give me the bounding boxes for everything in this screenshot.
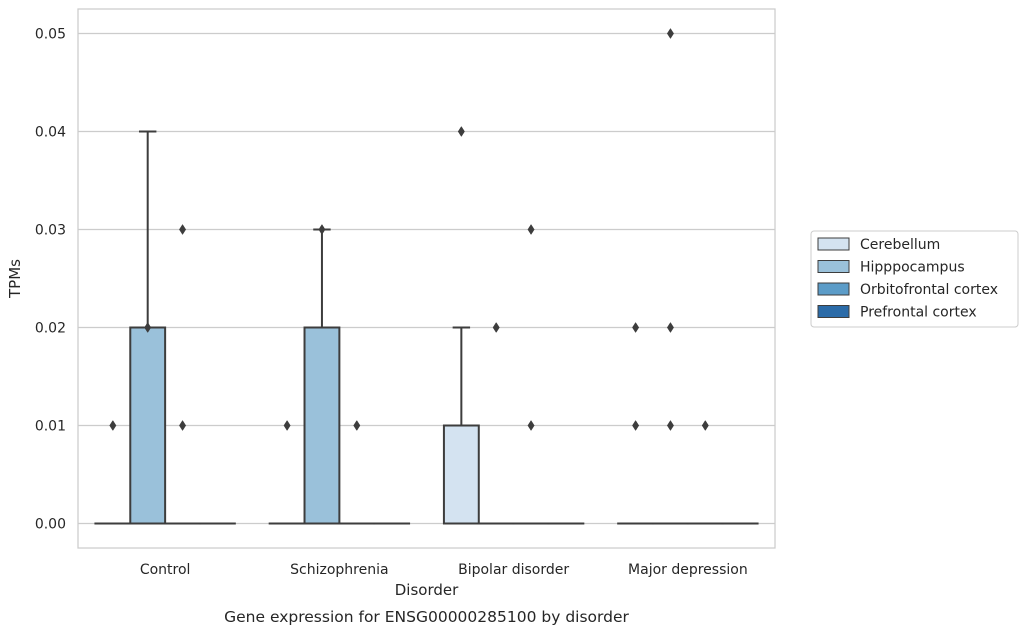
y-tick-label: 0.00 bbox=[35, 517, 66, 533]
box-layer bbox=[94, 28, 759, 525]
outlier-point bbox=[527, 224, 535, 235]
y-tick-label: 0.02 bbox=[35, 321, 66, 337]
box-orbitofrontal-cortex-3 bbox=[686, 420, 724, 525]
box-hipppocampus-0 bbox=[129, 130, 167, 525]
outlier-point bbox=[701, 420, 709, 431]
legend-swatch bbox=[817, 260, 850, 273]
legend-entry-label: Hipppocampus bbox=[860, 260, 965, 276]
outlier-point bbox=[457, 126, 465, 137]
box-hipppocampus-2 bbox=[477, 322, 515, 525]
box-cerebellum-2 bbox=[442, 126, 480, 525]
outlier-point bbox=[666, 322, 674, 333]
outlier-point bbox=[666, 420, 674, 431]
outlier-point bbox=[492, 322, 500, 333]
box-body bbox=[303, 326, 341, 525]
box-cerebellum-1 bbox=[268, 420, 306, 525]
outlier-point bbox=[527, 420, 535, 431]
plot-frame bbox=[77, 8, 776, 549]
legend-frame bbox=[810, 230, 1019, 328]
box-orbitofrontal-cortex-2 bbox=[512, 224, 550, 525]
legend-swatch bbox=[817, 282, 850, 296]
y-tick-label: 0.01 bbox=[35, 419, 66, 435]
box-body bbox=[442, 424, 480, 525]
legend-entry-label: Cerebellum bbox=[860, 237, 940, 253]
box-hipppocampus-1 bbox=[303, 224, 341, 525]
outlier-point bbox=[179, 224, 187, 235]
box-body bbox=[129, 326, 167, 525]
outlier-point bbox=[632, 420, 640, 431]
x-tick-labels: Control Schizophrenia Bipolar disorder Majo… bbox=[140, 562, 748, 578]
outlier-point bbox=[144, 322, 152, 333]
box-orbitofrontal-cortex-0 bbox=[164, 224, 201, 525]
legend-swatch bbox=[817, 305, 850, 318]
outlier-point bbox=[353, 420, 361, 431]
x-tick-label: Control bbox=[140, 562, 191, 578]
legend-entry-label: Prefrontal cortex bbox=[860, 305, 977, 321]
y-axis-label: TPMs bbox=[6, 259, 24, 299]
legend[interactable]: Cerebellum Hipppocampus Orbitofrontal cort… bbox=[810, 230, 1019, 328]
outlier-point bbox=[632, 322, 640, 333]
y-tick-label: 0.03 bbox=[35, 223, 66, 239]
x-axis-label: Disorder bbox=[395, 581, 459, 599]
y-tick-label: 0.04 bbox=[35, 125, 66, 141]
legend-swatch bbox=[817, 237, 850, 251]
outlier-point bbox=[179, 420, 187, 431]
chart-caption: Gene expression for ENSG00000285100 by d… bbox=[224, 608, 629, 626]
box-cerebellum-0 bbox=[94, 420, 132, 525]
box-orbitofrontal-cortex-1 bbox=[338, 420, 376, 525]
y-tick-labels: 0.00 0.01 0.02 0.03 0.04 0.05 bbox=[35, 27, 66, 533]
outlier-point bbox=[283, 420, 291, 431]
y-tick-label: 0.05 bbox=[35, 27, 66, 43]
legend-entry-label: Orbitofrontal cortex bbox=[860, 282, 998, 298]
outlier-point bbox=[666, 28, 674, 39]
x-tick-label: Bipolar disorder bbox=[458, 562, 569, 578]
outlier-point bbox=[109, 420, 117, 431]
x-tick-label: Schizophrenia bbox=[290, 562, 388, 578]
box-cerebellum-3 bbox=[617, 322, 655, 525]
x-tick-label: Major depression bbox=[628, 562, 748, 578]
outlier-point bbox=[318, 224, 326, 235]
gridlines bbox=[78, 32, 775, 525]
box-hipppocampus-3 bbox=[652, 28, 689, 525]
